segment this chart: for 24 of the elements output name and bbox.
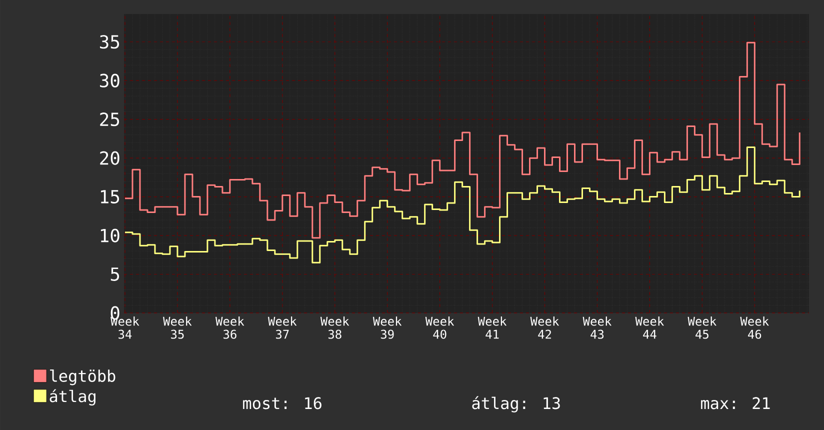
x-tick-label: Week 37	[268, 316, 297, 339]
x-tick-label: Week 44	[635, 316, 664, 339]
y-tick-label: 10	[100, 228, 120, 242]
x-tick-label: Week 45	[688, 316, 716, 339]
y-tick-label: 30	[100, 74, 120, 88]
x-tick-label: Week 39	[372, 316, 402, 339]
x-tick-label: Week 40	[425, 316, 454, 339]
legend-label: átlag	[50, 389, 96, 406]
text: max: 21	[701, 397, 770, 410]
x-tick-label: Week 38	[320, 316, 350, 339]
y-tick-label: 5	[110, 268, 120, 281]
text: most: 16	[243, 397, 322, 410]
x-tick-label: Week 36	[215, 316, 244, 339]
x-tick-label: Week 42	[530, 316, 560, 339]
x-tick-label: Week 35	[163, 316, 192, 339]
y-tick-label: 35	[100, 35, 120, 49]
x-tick-label: Week 41	[478, 316, 507, 339]
y-tick-label: 15	[100, 190, 120, 204]
x-tick-label: Week 43	[582, 316, 612, 339]
text: átlag: 13	[472, 396, 560, 412]
y-tick-label: 20	[100, 151, 120, 165]
x-tick-label: Week 46	[740, 316, 769, 339]
legend-label: legtöbb	[50, 370, 116, 386]
y-tick-label: 25	[100, 112, 120, 126]
